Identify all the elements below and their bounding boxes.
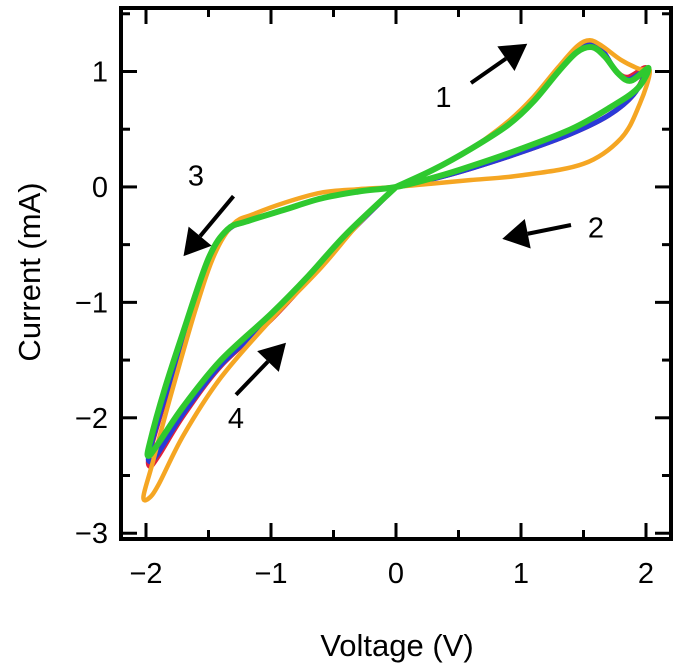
series-group [141,38,653,503]
series-line-cycle-blue [145,42,649,465]
annotation-arrow-shaft [469,57,508,85]
annotation-arrow-shaft [234,360,270,397]
x-tick-labels: −2 −1 0 1 2 [129,558,654,590]
annotation-arrow-head [183,226,212,257]
y-tick-label: −2 [75,403,108,435]
y-tick-labels: 1 0 −1 −2 −3 [75,56,108,550]
series-line-cycle-red [145,41,649,469]
annotation-label: 2 [588,212,604,244]
annotation-arrow-head [257,342,286,372]
annotation-arrow-shaft [198,194,236,238]
x-tick-label: 2 [638,558,654,590]
annotation-arrow-shaft [527,223,572,236]
x-tick-label: −1 [254,558,287,590]
y-axis-title: Current (mA) [12,182,47,361]
series-line-cycle-orange [141,38,653,503]
series-line-cycle-green [144,44,652,459]
y-tick-label: 0 [92,172,108,204]
y-tick-label: −1 [75,287,108,319]
annotation-arrow-head [497,43,528,71]
y-tick-label: 1 [92,56,108,88]
x-tick-label: −2 [129,558,162,590]
annotations: 1 2 3 4 [183,43,604,435]
annotation-label: 1 [435,82,451,114]
annotation-arrow-head [502,219,531,249]
annotation-label: 4 [228,403,244,435]
annotation-label: 3 [188,160,204,192]
axis-ticks [121,8,671,539]
x-tick-label: 1 [513,558,529,590]
x-axis-title: Voltage (V) [320,628,473,663]
x-tick-label: 0 [388,558,404,590]
y-tick-label: −3 [75,518,108,550]
